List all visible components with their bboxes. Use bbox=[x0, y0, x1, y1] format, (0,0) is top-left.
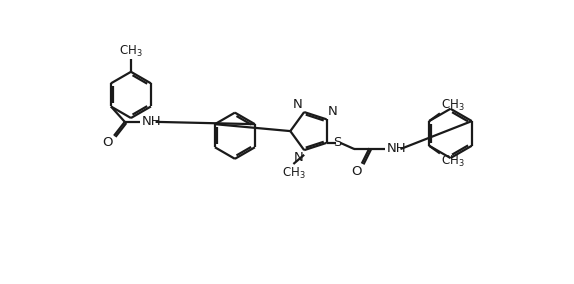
Text: N: N bbox=[293, 97, 302, 110]
Text: CH$_3$: CH$_3$ bbox=[119, 44, 143, 59]
Text: N: N bbox=[294, 151, 304, 164]
Text: CH$_3$: CH$_3$ bbox=[441, 154, 464, 169]
Text: N: N bbox=[328, 105, 338, 118]
Text: CH$_3$: CH$_3$ bbox=[281, 166, 305, 181]
Text: S: S bbox=[333, 136, 342, 149]
Text: NH: NH bbox=[142, 114, 161, 128]
Text: O: O bbox=[351, 165, 362, 178]
Text: CH$_3$: CH$_3$ bbox=[441, 97, 464, 113]
Text: NH: NH bbox=[387, 142, 406, 155]
Text: O: O bbox=[102, 137, 113, 149]
